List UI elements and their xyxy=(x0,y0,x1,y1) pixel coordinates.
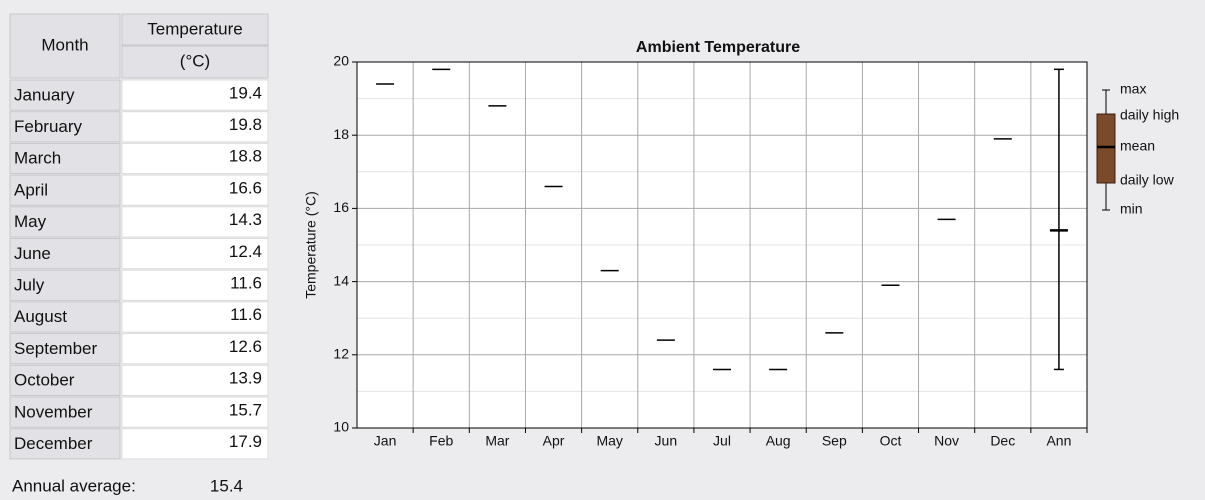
temperature: 14.3 xyxy=(229,210,262,229)
value-cell xyxy=(121,174,269,206)
y-tick-label: 18 xyxy=(333,126,349,142)
value-cell xyxy=(121,428,269,460)
x-tick-label: Jul xyxy=(713,433,731,449)
month: May xyxy=(14,212,47,231)
temperature: 13.9 xyxy=(229,369,262,388)
data-table: Month Temperature (°C) Annual average: 1… xyxy=(9,13,269,495)
header: Temperature xyxy=(147,19,242,38)
legend-label: daily high xyxy=(1120,107,1179,123)
x-tick-label: Dec xyxy=(990,433,1015,449)
header: Month xyxy=(41,35,88,54)
value-cell xyxy=(121,79,269,111)
y-tick-label: 12 xyxy=(333,346,349,362)
temperature: 12.6 xyxy=(229,337,262,356)
temperature: 11.6 xyxy=(230,305,262,324)
y-tick-label: 14 xyxy=(333,272,349,288)
x-tick-label: Ann xyxy=(1046,433,1071,449)
legend-label: daily low xyxy=(1120,172,1175,188)
temperature: 18.8 xyxy=(229,147,262,166)
x-tick-label: Oct xyxy=(880,433,902,449)
header-cell xyxy=(9,13,121,79)
chart-title: Ambient Temperature xyxy=(636,39,800,56)
x-tick-label: Sep xyxy=(822,433,847,449)
month-cell xyxy=(9,174,121,206)
value-cell xyxy=(121,301,269,333)
y-tick-label: 16 xyxy=(333,199,349,215)
temperature: 17.9 xyxy=(229,432,262,451)
annual-label: Annual average: xyxy=(12,476,136,495)
temperature: 16.6 xyxy=(229,178,262,197)
month-cell xyxy=(9,396,121,428)
value-cell xyxy=(121,333,269,365)
legend-label: min xyxy=(1120,201,1143,217)
header-cell xyxy=(121,45,269,79)
value-cell xyxy=(121,142,269,175)
month-cell xyxy=(9,364,121,396)
temperature: 15.7 xyxy=(229,400,262,419)
x-tick-label: Feb xyxy=(429,433,453,449)
legend-label: max xyxy=(1120,81,1146,97)
month: October xyxy=(14,371,75,390)
value-cell xyxy=(121,269,269,301)
month: September xyxy=(14,339,97,358)
plot-border xyxy=(356,61,1088,429)
value-cell xyxy=(121,111,269,143)
y-tick-label: 10 xyxy=(333,419,349,435)
month-cell xyxy=(9,238,121,270)
month-cell xyxy=(9,206,121,238)
month-cell xyxy=(9,269,121,301)
month-cell xyxy=(9,333,121,365)
month: June xyxy=(14,244,51,263)
chart: Ambient Temperature Temperature (°C) 10 1… xyxy=(303,39,1179,448)
month-cell xyxy=(9,301,121,333)
value-cell xyxy=(121,396,269,428)
month-cell xyxy=(9,428,121,460)
temperature: 19.8 xyxy=(229,115,262,134)
x-tick-label: Aug xyxy=(766,433,791,449)
month: February xyxy=(14,117,83,136)
value-cell xyxy=(121,364,269,396)
x-tick-label: Apr xyxy=(543,433,565,449)
y-tick-label: 20 xyxy=(333,53,349,69)
month: March xyxy=(14,149,61,168)
value-cell xyxy=(121,238,269,270)
temperature: 11.6 xyxy=(230,274,262,293)
y-axis-label: Temperature (°C) xyxy=(303,191,319,299)
temperature: 19.4 xyxy=(229,83,262,102)
value-cell xyxy=(121,206,269,238)
month: August xyxy=(14,307,67,326)
legend-label: mean xyxy=(1120,138,1155,154)
x-tick-label: Jan xyxy=(374,433,397,449)
month-cell xyxy=(9,79,121,111)
month: December xyxy=(14,434,93,453)
month: January xyxy=(14,85,75,104)
temperature: 12.4 xyxy=(229,242,262,261)
x-tick-label: May xyxy=(596,433,622,449)
month-cell xyxy=(9,142,121,175)
month: July xyxy=(14,276,45,295)
x-tick-label: Jun xyxy=(655,433,678,449)
month: November xyxy=(14,402,93,421)
x-tick-label: Mar xyxy=(485,433,509,449)
month: April xyxy=(14,180,48,199)
month-cell xyxy=(9,111,121,143)
annual-value: 15.4 xyxy=(210,476,243,495)
x-tick-label: Nov xyxy=(934,433,959,449)
legend-box xyxy=(1096,113,1116,184)
header-cell xyxy=(121,13,269,46)
header: (°C) xyxy=(180,51,210,70)
